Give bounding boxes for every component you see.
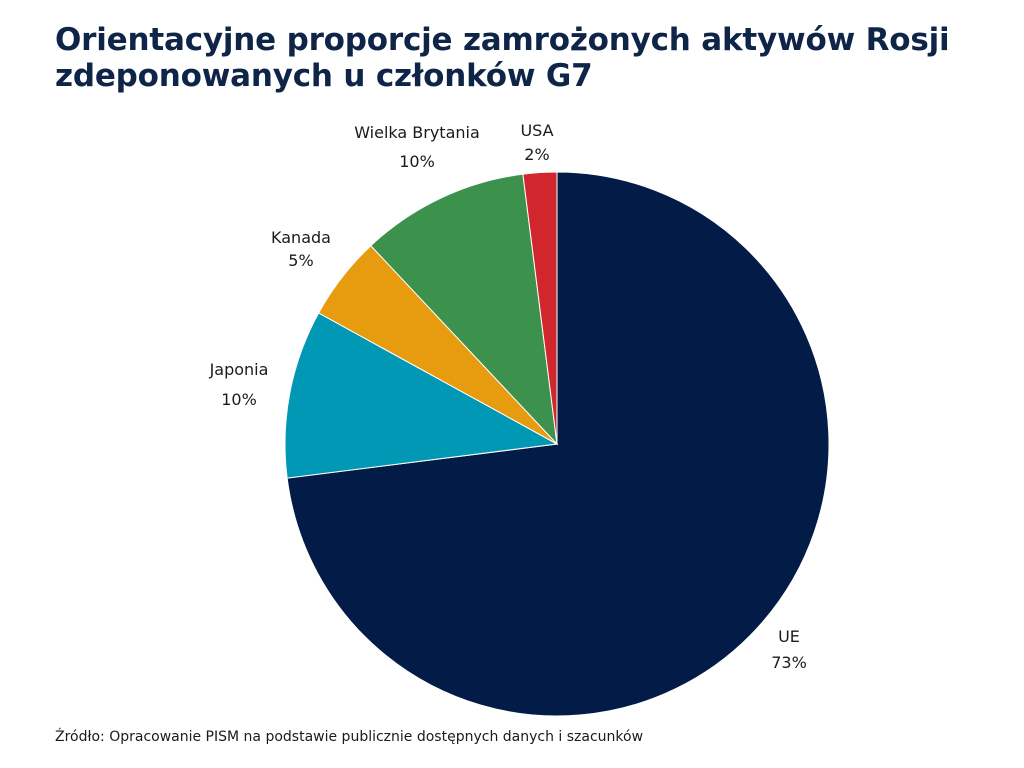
slice-label-japonia: Japonia bbox=[209, 360, 269, 379]
slice-label-usa: USA bbox=[520, 121, 553, 140]
slice-label-wielka-brytania: Wielka Brytania bbox=[354, 123, 480, 142]
slice-label-ue: UE bbox=[778, 627, 800, 646]
slice-value-ue: 73% bbox=[771, 653, 807, 672]
source-note: Źródło: Opracowanie PISM na podstawie pu… bbox=[55, 729, 644, 745]
pie-slice-japonia bbox=[284, 312, 559, 479]
slice-value-kanada: 5% bbox=[288, 251, 313, 270]
pie-slice-ue bbox=[286, 171, 830, 717]
slice-label-kanada: Kanada bbox=[271, 228, 331, 247]
slice-value-japonia: 10% bbox=[221, 390, 257, 409]
slice-value-wielka-brytania: 10% bbox=[399, 152, 435, 171]
pie-slices bbox=[284, 171, 830, 717]
slice-value-usa: 2% bbox=[524, 145, 549, 164]
chart-title: Orientacyjne proporcje zamrożonych aktyw… bbox=[55, 22, 950, 94]
pie-labels: UE 73% Japonia 10% Kanada 5% Wielka Brytania 10… bbox=[209, 121, 807, 672]
pie-slice-usa bbox=[522, 171, 558, 445]
pie-slice-wielka-brytania bbox=[370, 173, 558, 446]
